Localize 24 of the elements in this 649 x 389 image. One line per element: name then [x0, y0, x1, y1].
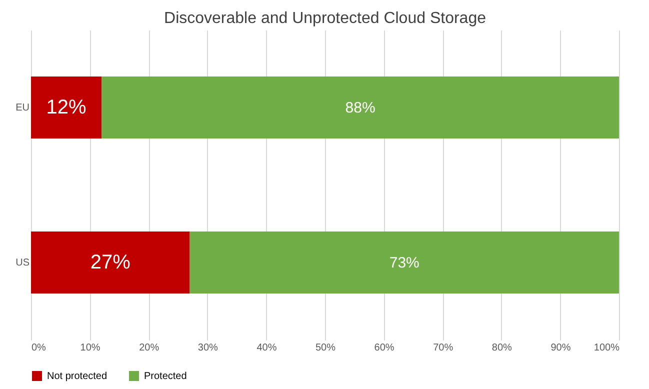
data-label: 73% — [389, 254, 420, 272]
data-label: 12% — [46, 96, 87, 118]
x-tick-label: 50% — [315, 342, 336, 354]
legend-label: Protected — [144, 371, 187, 382]
x-tick-label: 80% — [492, 342, 512, 354]
bar — [31, 76, 102, 138]
x-tick-label: 0% — [32, 342, 46, 354]
x-tick-label: 10% — [80, 342, 100, 354]
chart-title: Discoverable and Unprotected Cloud Storage — [164, 10, 486, 27]
bar — [190, 232, 619, 294]
bar — [102, 76, 619, 138]
data-label: 27% — [90, 252, 131, 274]
y-tick-label: EU — [16, 102, 30, 114]
x-tick-label: 90% — [550, 342, 571, 354]
data-label: 88% — [345, 100, 376, 116]
x-tick-label: 30% — [198, 342, 218, 354]
x-tick-label: 40% — [256, 342, 277, 354]
x-tick-label: 100% — [594, 342, 620, 354]
x-tick-label: 70% — [433, 342, 454, 354]
legend-label: Not protected — [47, 371, 108, 382]
x-tick-label: 20% — [139, 342, 160, 354]
y-tick-label: US — [16, 258, 30, 268]
x-tick-label: 60% — [374, 342, 394, 354]
bar — [31, 232, 190, 294]
